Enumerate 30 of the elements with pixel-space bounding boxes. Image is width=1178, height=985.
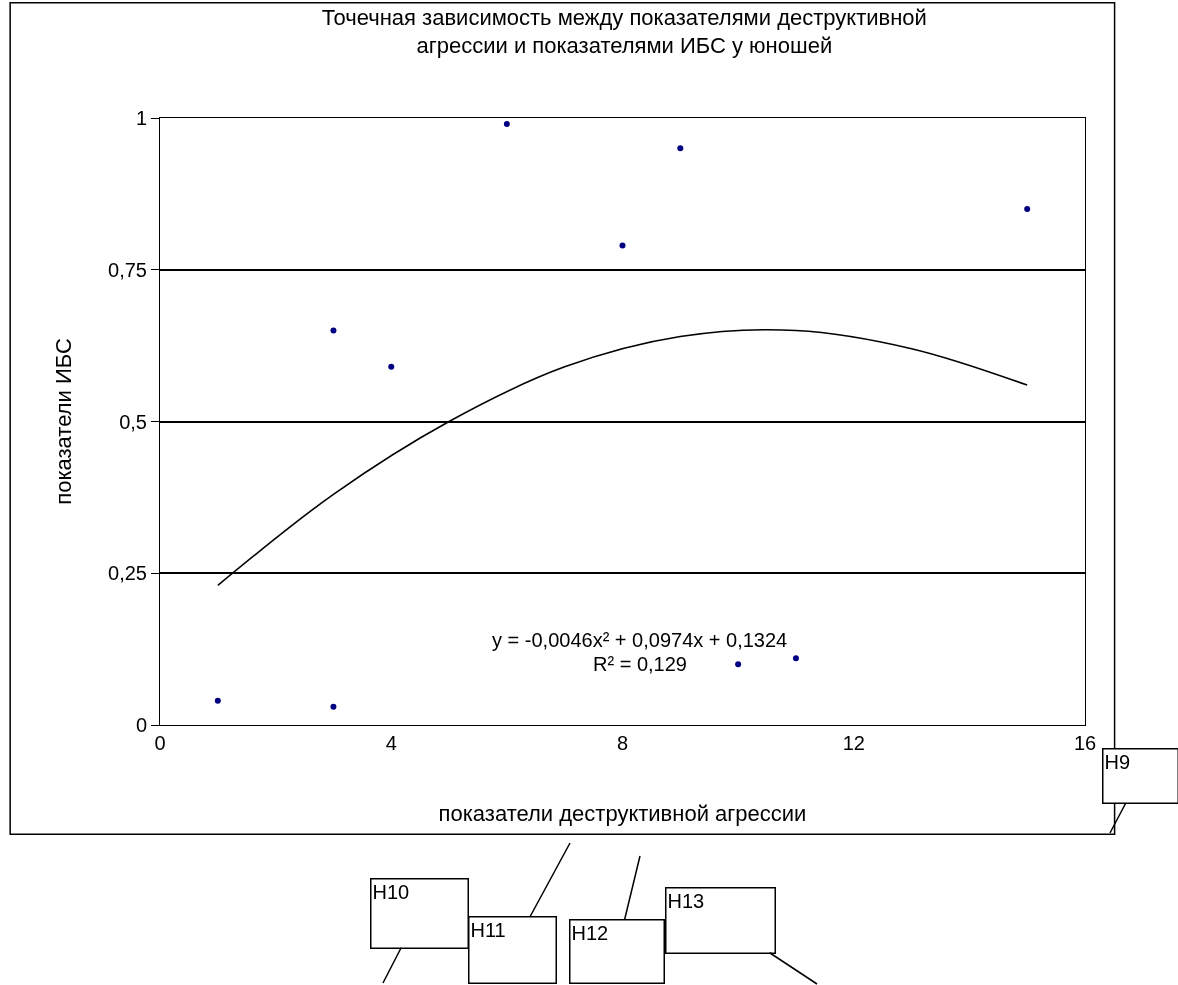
y-tick-label: 1 [135, 107, 147, 129]
x-tick-label: 0 [154, 732, 166, 754]
point [214, 697, 221, 704]
point [619, 242, 626, 249]
text: H9 [1104, 750, 1131, 773]
point [388, 363, 395, 370]
x-tick-label: 8 [616, 732, 629, 754]
x-tick-label: 16 [1073, 732, 1097, 754]
point [677, 145, 684, 152]
text: H12 [571, 921, 609, 944]
point [330, 703, 337, 710]
text: H11 [470, 918, 506, 941]
x-tick-label: 4 [385, 732, 397, 754]
point [330, 327, 337, 334]
y-tick-label: 0 [135, 714, 147, 736]
point [1024, 206, 1031, 213]
annotation: R² = 0,129 [593, 653, 687, 675]
text: H10 [372, 880, 410, 903]
y-tick-label: 0,25 [108, 562, 147, 585]
y-axis-title: показатели ИБС [50, 338, 76, 505]
y-tick-label: 0,5 [119, 410, 147, 433]
x-axis-title: показатели деструктивной агрессии [438, 800, 807, 826]
annotation: y = -0,0046x² + 0,0974x + 0,1324 [492, 629, 788, 651]
text: H13 [667, 889, 705, 912]
point [735, 661, 742, 668]
x-tick-label: 12 [842, 732, 865, 754]
y-tick-label: 0,75 [108, 258, 147, 281]
point [503, 121, 510, 128]
point [792, 655, 799, 662]
chart-title: Точечная зависимость между показателями деструктивной агрессии и показателями ИБС у юношей [321, 4, 927, 59]
